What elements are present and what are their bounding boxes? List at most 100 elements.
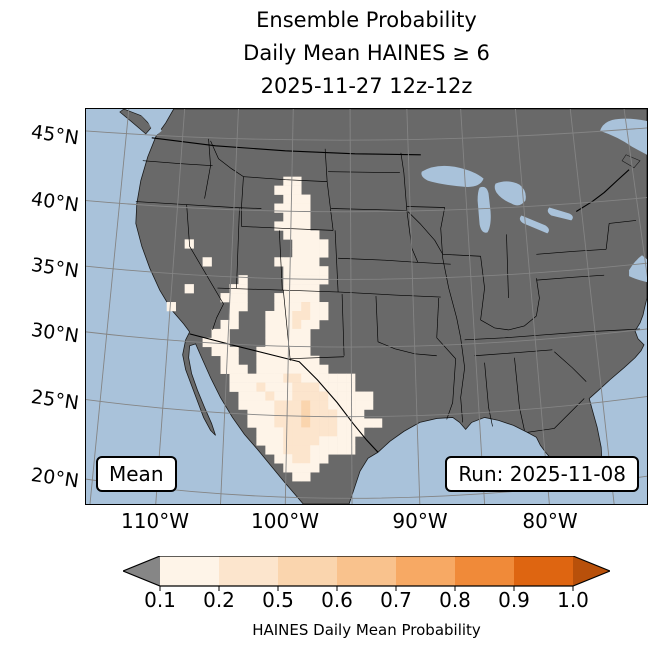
prob-cell	[274, 400, 284, 410]
prob-cell	[220, 328, 230, 339]
prob-cell	[319, 248, 329, 258]
prob-cell	[292, 239, 302, 249]
prob-cell	[310, 373, 320, 383]
meridian-line	[220, 109, 239, 504]
us-mexico-border	[189, 333, 379, 453]
prob-cell	[283, 418, 293, 428]
lat-tick-45n: 45°N	[29, 120, 81, 150]
prob-cell	[319, 454, 329, 464]
prob-cell	[283, 293, 293, 303]
prob-cell	[292, 463, 302, 473]
meridian-line	[515, 109, 550, 504]
prob-cell	[265, 355, 275, 366]
lat-tick-20n: 20°N	[29, 463, 81, 493]
prob-cell	[292, 319, 302, 330]
parallel-line	[86, 328, 647, 348]
parallel-line	[86, 197, 647, 213]
colorbar-tick-label-0p5: 0.5	[262, 588, 294, 612]
prob-cell	[328, 427, 338, 437]
probability-overlay	[166, 176, 383, 482]
prob-cell	[328, 400, 338, 410]
lat-tick-35n: 35°N	[29, 253, 81, 283]
prob-cell	[283, 302, 293, 312]
gulf-of-maine	[629, 255, 647, 283]
prob-cell	[292, 409, 302, 419]
prob-cell	[310, 418, 320, 428]
prob-cell	[292, 364, 302, 374]
prob-cell	[310, 293, 320, 303]
parallel-line	[86, 396, 647, 418]
prob-cell	[301, 445, 311, 455]
prob-cell	[301, 418, 311, 428]
meridian-line	[284, 109, 294, 504]
prob-cell	[283, 230, 293, 240]
prob-cell	[265, 310, 275, 321]
prob-cell	[274, 373, 284, 383]
prob-cell	[301, 230, 311, 240]
prob-cell	[211, 346, 221, 357]
prob-cell	[292, 346, 302, 357]
lake-ontario	[547, 207, 573, 221]
prob-cell	[301, 400, 311, 410]
prob-cell	[265, 418, 275, 428]
prob-cell	[265, 337, 275, 348]
prob-cell	[256, 355, 266, 366]
prob-cell	[283, 328, 293, 339]
prob-cell	[292, 454, 302, 464]
prob-cell	[346, 391, 356, 401]
prob-cell	[283, 319, 293, 330]
lake-huron	[494, 181, 526, 206]
prob-cell	[238, 364, 248, 374]
prob-cell	[301, 266, 311, 276]
prob-cell	[310, 436, 320, 446]
colorbar-segment	[160, 556, 220, 586]
prob-cell	[355, 391, 365, 401]
prob-cell	[292, 436, 302, 446]
prob-cell	[319, 373, 329, 383]
prob-cell	[310, 248, 320, 258]
colorbar-segment	[278, 556, 338, 586]
colorbar-tick-label-0p6: 0.6	[321, 588, 353, 612]
prob-cell	[256, 436, 266, 446]
prob-cell	[346, 445, 356, 455]
prob-cell	[274, 328, 284, 339]
prob-cell	[229, 310, 239, 321]
prob-cell	[292, 355, 302, 366]
prob-cell	[238, 382, 248, 392]
prob-cell	[328, 445, 338, 455]
prob-cell	[274, 293, 284, 303]
prob-cell	[292, 373, 302, 383]
prob-cell	[346, 400, 356, 410]
prob-cell	[337, 391, 347, 401]
prob-cell	[292, 194, 302, 204]
prob-cell	[328, 373, 338, 383]
prob-cell	[301, 194, 311, 204]
prob-cell	[319, 418, 329, 428]
map-svg	[86, 109, 647, 504]
prob-cell	[301, 346, 311, 357]
prob-cell	[310, 364, 320, 374]
prob-cell	[283, 284, 293, 294]
prob-cell	[229, 302, 239, 312]
prob-cell	[310, 310, 320, 321]
prob-cell	[274, 382, 284, 392]
lat-tick-40n: 40°N	[29, 187, 81, 217]
prob-cell	[265, 346, 275, 357]
prob-cell	[301, 212, 311, 222]
prob-cell	[220, 355, 230, 366]
prob-cell	[337, 445, 347, 455]
prob-cell	[283, 185, 293, 195]
prob-cell	[265, 445, 275, 455]
prob-cell	[247, 418, 257, 428]
prob-cell	[256, 364, 266, 374]
prob-cell	[229, 355, 239, 366]
prob-cell	[292, 391, 302, 401]
prob-cell	[265, 409, 275, 419]
title-line-3: 2025-11-27 12z-12z	[260, 74, 473, 98]
prob-cell	[292, 293, 302, 303]
prob-cell	[220, 346, 230, 357]
prob-cell	[220, 293, 230, 303]
prob-cell	[274, 346, 284, 357]
prob-cell	[256, 346, 266, 357]
prob-cell	[319, 436, 329, 446]
